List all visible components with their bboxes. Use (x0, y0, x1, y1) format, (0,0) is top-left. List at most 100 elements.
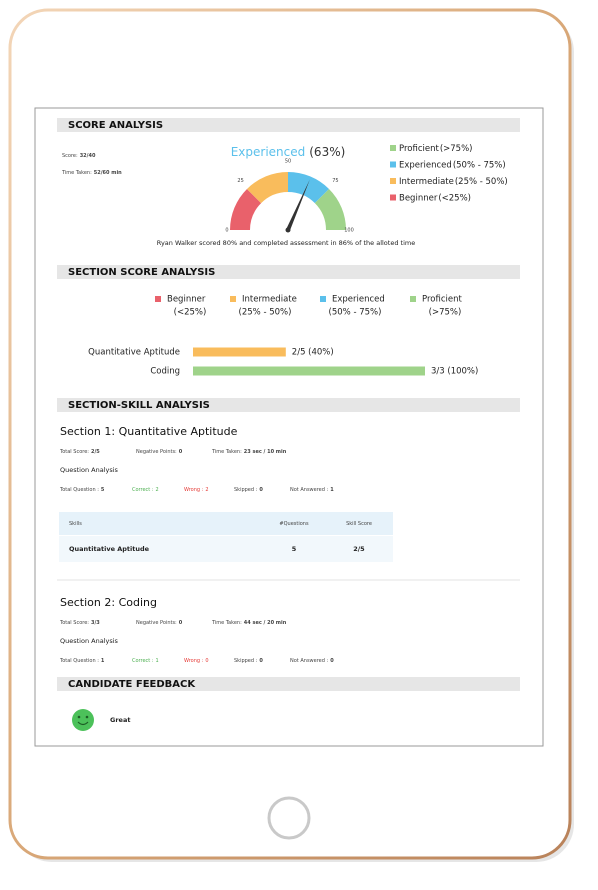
legend-swatch (410, 296, 416, 302)
bar-value-label: 2/5 (40%) (292, 348, 334, 358)
section-stat-value: 23 sec / 10 min (244, 449, 287, 455)
question-analysis: Question Analysis (60, 466, 119, 474)
question-analysis: Question Analysis (60, 637, 119, 645)
section-stat-label: Time Taken: (211, 449, 242, 455)
gauge-tick-label: 50 (285, 159, 291, 165)
time-taken-label: Time Taken: (61, 170, 92, 176)
section-header-bar (57, 398, 520, 412)
question-count-value: 2 (205, 487, 208, 493)
legend-item: Intermediate(25% - 50%) (399, 177, 508, 187)
legend-label: Beginner (399, 193, 438, 203)
level: Experienced (231, 145, 306, 159)
legend-swatch (390, 178, 396, 184)
legend-range: (<25%) (438, 193, 471, 203)
question-count-label: Wrong : (184, 658, 204, 664)
question-count-value: 0 (259, 487, 263, 493)
score-bar (193, 347, 286, 357)
section-header: SECTION-SKILL ANALYSIS (68, 400, 210, 411)
section-stat: Time Taken: 23 sec / 10 min (211, 449, 287, 455)
table-header: #Questions (279, 521, 309, 527)
question-count: Total Question :5 (59, 487, 105, 493)
section-header: CANDIDATE FEEDBACK (68, 679, 196, 690)
table-header: Skill Score (346, 521, 372, 527)
legend-range: (25% - 50%) (455, 177, 508, 187)
smiley-eye (85, 715, 89, 719)
question-count: Correct :2 (132, 487, 159, 493)
section-stat-label: Negative Points: (136, 449, 177, 455)
question-count-value: 1 (330, 487, 334, 493)
question-count: Wrong :0 (184, 658, 209, 664)
question-count: Total Question :1 (59, 658, 105, 664)
section-stat: Total Score: 2/5 (59, 449, 100, 455)
question-count-label: Skipped : (234, 658, 258, 664)
score-value: 32/40 (80, 153, 96, 159)
question-count-label: Correct : (132, 658, 154, 664)
question-count: Not Answered :0 (290, 658, 334, 664)
legend-range: (25% - 50%) (239, 308, 292, 318)
section-stat-value: 0 (179, 620, 183, 626)
time-taken-value: 52/60 min (94, 170, 122, 176)
question-count-label: Skipped : (234, 487, 258, 493)
section-title: Section 2: Coding (60, 596, 157, 609)
bar-label: Coding (150, 367, 180, 377)
table-cell: 5 (292, 545, 297, 553)
section-header: SCORE ANALYSIS (68, 120, 163, 131)
question-count-value: 0 (259, 658, 263, 664)
legend-swatch (230, 296, 236, 302)
question-count-label: Wrong : (184, 487, 204, 493)
legend-label: Intermediate (399, 177, 454, 187)
question-count: Skipped :0 (234, 658, 263, 664)
bar-label: Quantitative Aptitude (88, 348, 180, 358)
home-button[interactable] (267, 796, 311, 840)
legend-range: (>75%) (440, 144, 473, 154)
legend-label: Beginner (167, 295, 206, 305)
table-header-bg (59, 512, 393, 535)
table-header: Skills (69, 521, 82, 527)
section-stat-value: 3/3 (91, 620, 100, 626)
needle-hub (285, 227, 291, 233)
legend-range: (>75%) (429, 308, 462, 318)
gauge-tick-label: 25 (237, 178, 243, 184)
feedback-text: Great (110, 716, 130, 724)
legend-range: (50% - 75%) (329, 308, 382, 318)
screen (34, 107, 544, 747)
section-stat: Negative Points: 0 (136, 620, 183, 626)
legend-swatch (155, 296, 161, 302)
score-label: Score: (62, 153, 78, 159)
gauge-tick-label: 0 (225, 228, 228, 234)
question-count: Not Answered :1 (290, 487, 334, 493)
section-stat-label: Total Score: (59, 449, 89, 455)
table-cell: 2/5 (353, 545, 365, 553)
gauge-tick-label: 100 (344, 228, 354, 234)
smiley-eye (77, 715, 81, 719)
section-header: SECTION SCORE ANALYSIS (68, 267, 215, 278)
section-stat: Negative Points: 0 (136, 449, 183, 455)
question-count-value: 0 (205, 658, 208, 664)
score: Score: 32/40 (62, 153, 96, 159)
legend-swatch (320, 296, 326, 302)
legend-swatch (390, 145, 396, 151)
legend-swatch (390, 194, 396, 201)
legend-label: Proficient (399, 144, 439, 154)
section-stat-value: 0 (179, 449, 183, 455)
table-row-bg (59, 536, 393, 562)
gauge-needle (286, 179, 310, 231)
section-stat: Time Taken: 44 sec / 20 min (211, 620, 287, 626)
section-stat-value: 2/5 (91, 449, 100, 455)
question-count-value: 0 (330, 658, 334, 664)
smiley-mouth (77, 721, 89, 726)
bar-value-label: 3/3 (100%) (431, 367, 478, 377)
section-stat-label: Total Score: (59, 620, 89, 626)
section-title: Section 1: Quantitative Aptitude (60, 425, 238, 438)
question-count: Skipped :0 (234, 487, 263, 493)
legend-item: Beginner(<25%) (399, 193, 471, 203)
section-header-bar (57, 677, 520, 691)
legend-label: Experienced (399, 160, 452, 170)
gauge-segment (288, 172, 330, 204)
section-header-bar (57, 118, 520, 132)
question-count-value: 1 (156, 658, 159, 664)
legend-item: Experienced(50% - 75%) (399, 160, 506, 170)
section-stat-value: 44 sec / 20 min (244, 620, 287, 626)
legend-swatch (390, 161, 396, 168)
